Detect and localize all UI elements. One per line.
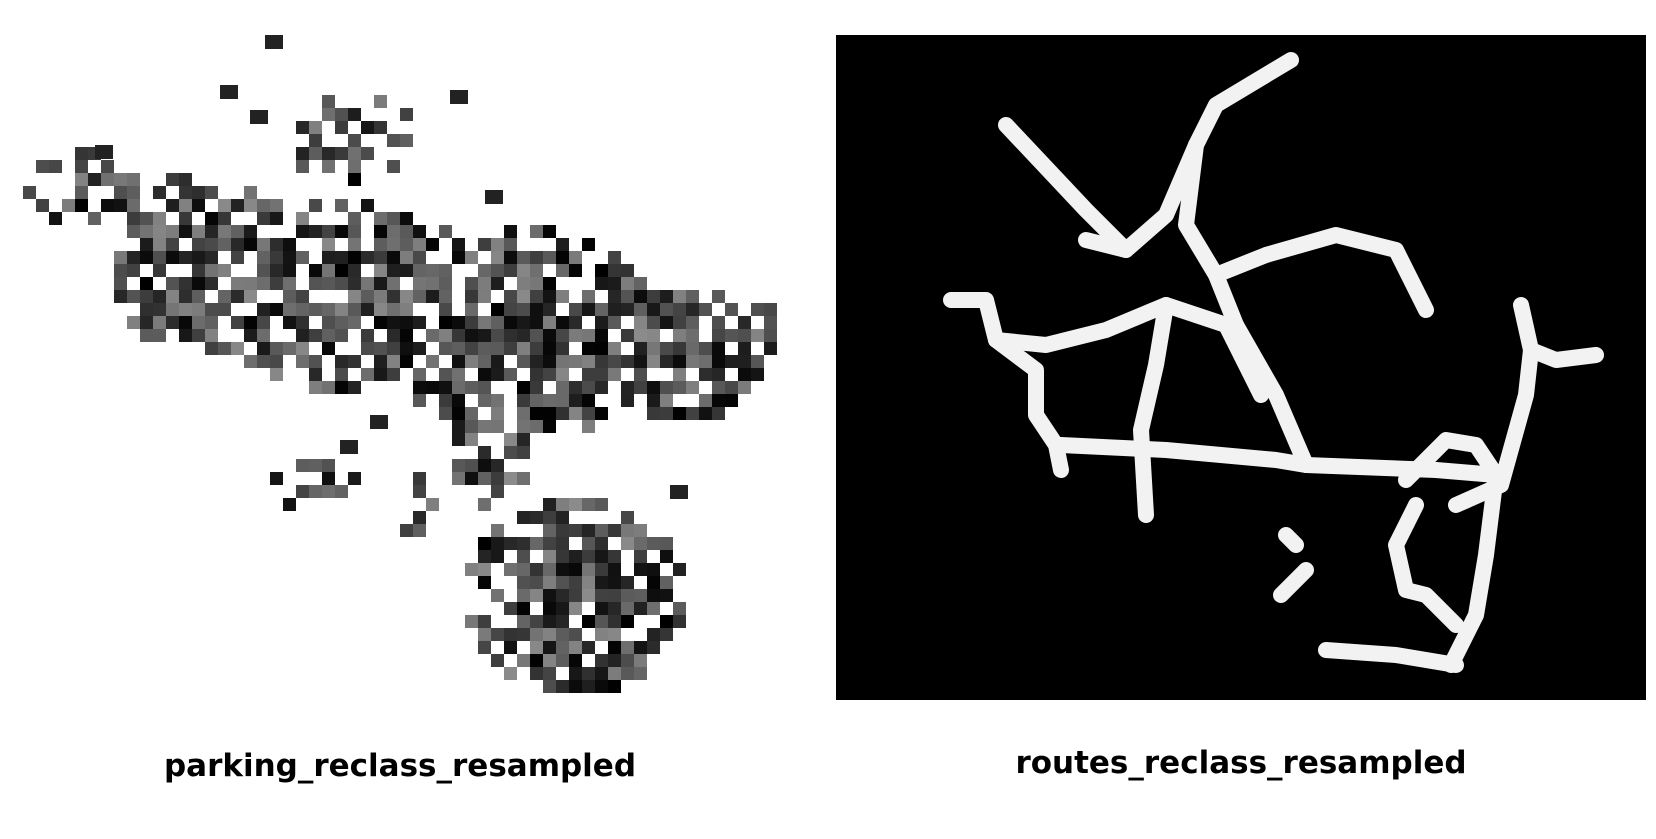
route-segment-14 <box>1278 527 1304 553</box>
route-segment-8 <box>1053 437 1504 483</box>
route-segment-7 <box>1133 297 1174 523</box>
parking-cells <box>23 35 777 693</box>
route-segment-6 <box>988 332 1069 478</box>
route-segment-3 <box>1178 137 1244 333</box>
route-segment-4 <box>1208 227 1434 318</box>
routes-network <box>943 52 1604 673</box>
route-segment-16 <box>1318 642 1464 673</box>
route-segment-5 <box>943 292 1269 403</box>
route-segment-11 <box>1448 297 1539 513</box>
route-segment-13 <box>1388 497 1464 633</box>
parking-panel-title: parking_reclass_resampled <box>163 748 637 784</box>
parking-raster-map <box>23 35 777 693</box>
route-segment-15 <box>1273 562 1314 603</box>
routes-panel-title: routes_reclass_resampled <box>1015 745 1467 781</box>
routes-raster-map <box>836 35 1646 700</box>
route-segment-1 <box>998 117 1134 258</box>
route-segment-12 <box>1523 342 1604 368</box>
route-segment-9 <box>1228 317 1314 473</box>
